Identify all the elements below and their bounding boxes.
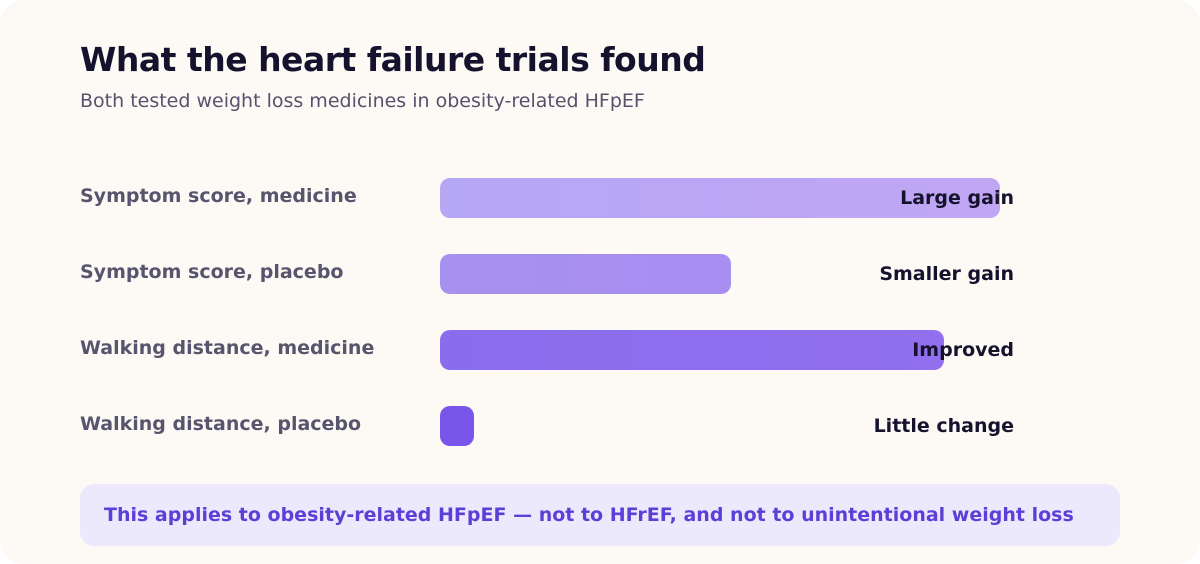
value-label: Improved: [912, 339, 1014, 361]
footnote-banner: This applies to obesity-related HFpEF — …: [80, 484, 1120, 546]
category-label: Walking distance, placebo: [80, 413, 362, 435]
value-label: Smaller gain: [879, 263, 1014, 285]
chart-title: What the heart failure trials found: [80, 40, 706, 79]
bar: [440, 178, 1000, 218]
category-label: Symptom score, placebo: [80, 261, 344, 283]
category-label: Symptom score, medicine: [80, 185, 357, 207]
bar: [440, 406, 474, 446]
value-label: Little change: [873, 415, 1014, 437]
value-label: Large gain: [900, 187, 1014, 209]
bar: [440, 254, 732, 294]
bar: [440, 330, 944, 370]
chart-subtitle: Both tested weight loss medicines in obe…: [80, 90, 645, 112]
footnote-text: This applies to obesity-related HFpEF — …: [104, 504, 1074, 526]
category-label: Walking distance, medicine: [80, 337, 375, 359]
